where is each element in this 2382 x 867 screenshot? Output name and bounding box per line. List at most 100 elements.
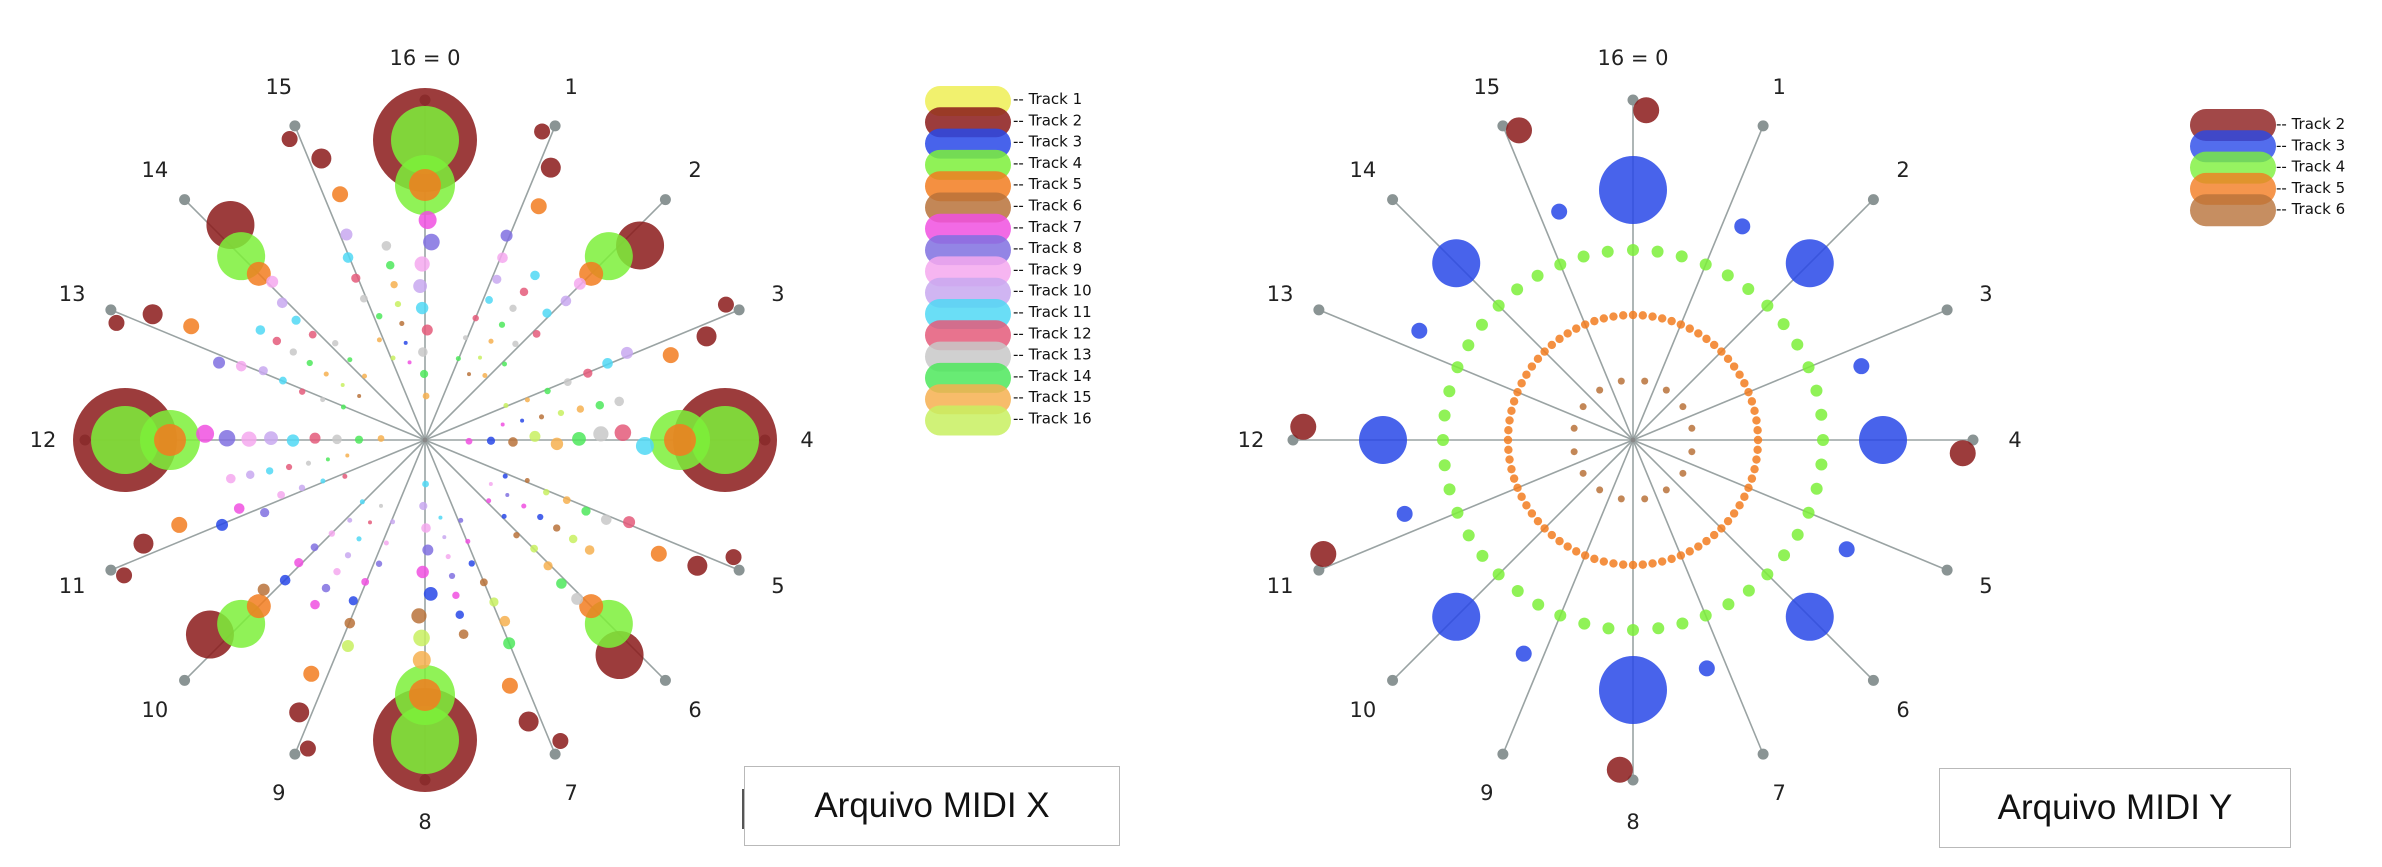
note-inner xyxy=(503,402,509,408)
note-track-6 xyxy=(1641,495,1649,503)
note-track-5 xyxy=(1522,370,1531,379)
note-inner xyxy=(257,583,270,596)
note-track-4 xyxy=(1761,568,1774,581)
note-track-5 xyxy=(1744,483,1753,493)
note-inner xyxy=(489,597,499,607)
spoke-label-2: 2 xyxy=(688,158,701,182)
note-track-5 xyxy=(1547,530,1557,540)
note-inner xyxy=(403,340,408,345)
spoke-end-7 xyxy=(549,748,561,760)
spoke-label-11: 11 xyxy=(59,574,86,598)
note-track-4 xyxy=(391,106,459,174)
note-inner xyxy=(620,346,633,359)
note-track-2 xyxy=(289,702,310,723)
note-inner xyxy=(556,578,567,589)
note-track-6 xyxy=(1662,486,1670,494)
note-track-5 xyxy=(1709,530,1719,540)
note-track-5 xyxy=(1540,524,1549,533)
note-inner xyxy=(216,518,229,531)
spoke-end-14 xyxy=(1387,194,1399,206)
note-track-5 xyxy=(409,679,441,711)
note-track-2 xyxy=(108,314,125,331)
note-inner xyxy=(583,368,593,378)
note-track-4 xyxy=(1675,250,1688,263)
note-track-5 xyxy=(579,261,604,286)
note-inner xyxy=(333,568,341,576)
note-inner xyxy=(512,340,519,348)
note-track-2 xyxy=(725,549,742,566)
spoke-label-9: 9 xyxy=(272,781,285,805)
note-track-5 xyxy=(1503,435,1513,445)
note-track-6 xyxy=(1688,424,1696,432)
note-track-5 xyxy=(1628,310,1638,320)
note-inner xyxy=(375,560,383,567)
note-track-6 xyxy=(1570,424,1578,432)
spoke-7 xyxy=(1632,439,1764,755)
note-inner xyxy=(560,295,572,307)
note-inner xyxy=(376,337,382,343)
note-inner xyxy=(399,320,405,327)
note-inner xyxy=(260,507,270,518)
note-track-2 xyxy=(1506,117,1533,144)
note-inner xyxy=(422,392,430,400)
note-track-5 xyxy=(1504,425,1513,435)
legend-label-1: -- Track 1 xyxy=(1013,90,1082,108)
legend-label-3: -- Track 3 xyxy=(1013,133,1082,151)
spoke-end-7 xyxy=(1757,748,1769,760)
note-track-5 xyxy=(1580,320,1590,329)
note-track-5 xyxy=(1572,324,1581,333)
caption-box-midi-x: Arquivo MIDI X xyxy=(742,766,1120,846)
note-inner xyxy=(289,348,297,356)
note-inner xyxy=(354,435,364,444)
note-track-6 xyxy=(1579,403,1587,411)
note-inner xyxy=(306,359,313,367)
note-inner xyxy=(421,324,433,336)
note-track-5 xyxy=(1753,435,1763,445)
spoke-end-6 xyxy=(1867,674,1879,686)
spoke-label-8: 8 xyxy=(418,810,431,834)
note-inner xyxy=(383,540,389,546)
note-inner xyxy=(294,558,304,568)
note-inner xyxy=(422,480,429,488)
note-inner xyxy=(407,360,412,365)
note-inner xyxy=(529,430,541,442)
note-track-5 xyxy=(246,594,271,619)
note-inner xyxy=(593,426,609,442)
spoke-end-3 xyxy=(733,304,745,316)
spoke-label-13: 13 xyxy=(59,282,86,306)
legend-label-6: -- Track 6 xyxy=(1013,197,1082,215)
note-track-5 xyxy=(1517,379,1526,388)
note-track-6 xyxy=(1617,377,1625,385)
note-inner xyxy=(502,361,508,367)
note-inner xyxy=(351,273,361,283)
note-inner xyxy=(416,565,429,579)
note-inner xyxy=(308,330,317,339)
note-track-5 xyxy=(662,347,679,364)
spoke-label-1: 1 xyxy=(564,75,577,99)
note-track-3 xyxy=(1396,505,1413,522)
note-inner xyxy=(488,338,494,344)
note-inner xyxy=(361,578,370,586)
note-track-2 xyxy=(534,123,551,140)
note-inner xyxy=(357,393,362,398)
note-track-5 xyxy=(1609,559,1618,568)
note-track-5 xyxy=(171,516,188,533)
note-track-3 xyxy=(1359,416,1407,464)
spoke-end-1 xyxy=(549,120,561,132)
spoke-2 xyxy=(1632,199,1874,441)
note-inner xyxy=(390,519,396,525)
note-track-2 xyxy=(1290,413,1317,440)
note-track-5 xyxy=(1752,455,1761,464)
note-inner xyxy=(500,229,513,242)
note-track-5 xyxy=(1590,316,1599,326)
spoke-end-1 xyxy=(1757,120,1769,132)
note-inner xyxy=(286,434,300,447)
legend-label-11: -- Track 11 xyxy=(1013,303,1092,321)
note-track-4 xyxy=(1602,622,1615,635)
note-inner xyxy=(325,457,330,462)
spoke-label-7: 7 xyxy=(564,781,577,805)
note-track-4 xyxy=(1577,250,1590,263)
note-track-2 xyxy=(1606,756,1633,783)
spoke-label-15: 15 xyxy=(265,75,292,99)
note-track-5 xyxy=(1505,416,1514,425)
